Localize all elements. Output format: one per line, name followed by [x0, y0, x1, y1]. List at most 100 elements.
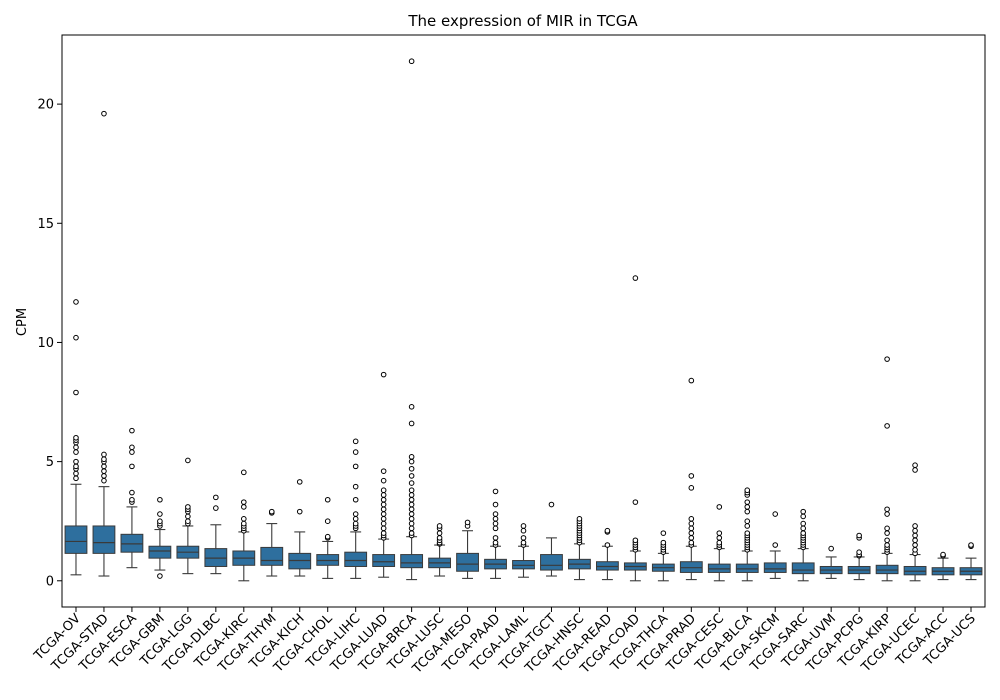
outlier-point	[241, 469, 247, 476]
outlier-point	[241, 499, 247, 505]
outlier-point	[157, 573, 163, 579]
outlier-point	[129, 489, 135, 496]
outlier-point	[324, 518, 331, 525]
outlier-point	[408, 473, 415, 479]
outlier-point	[688, 535, 695, 541]
outlier-point	[408, 492, 415, 498]
outlier-point	[464, 519, 471, 526]
outlier-point	[213, 494, 219, 501]
outlier-point	[408, 511, 415, 517]
outlier-point	[157, 496, 163, 503]
outlier-point	[492, 516, 499, 522]
outlier-point	[632, 275, 639, 281]
outlier-point	[912, 547, 918, 553]
outlier-point	[800, 525, 806, 532]
outlier-point	[129, 496, 135, 503]
outlier-point	[380, 525, 387, 532]
outlier-point	[324, 533, 331, 540]
outlier-point	[101, 463, 107, 470]
outlier-point	[380, 506, 387, 513]
outlier-point	[352, 449, 359, 455]
outlier-point	[101, 477, 107, 484]
outlier-point	[241, 504, 247, 510]
outlier-point	[185, 513, 191, 520]
outlier-point	[380, 520, 387, 527]
outlier-point	[241, 516, 247, 522]
outlier-point	[856, 532, 862, 539]
outlier-point	[912, 532, 918, 539]
outlier-point	[884, 542, 890, 548]
outlier-point	[828, 545, 834, 552]
y-tick-label: 10	[37, 336, 54, 351]
outlier-point	[157, 511, 163, 517]
outlier-point	[800, 508, 806, 515]
outlier-point	[716, 535, 723, 541]
outlier-point	[129, 449, 135, 455]
outlier-point	[408, 420, 415, 427]
outlier-point	[73, 449, 79, 455]
outlier-point	[492, 539, 499, 546]
outlier-point	[324, 496, 331, 503]
box-tcga-ov	[64, 525, 88, 554]
box-tcga-stad	[92, 525, 116, 554]
outlier-point	[688, 485, 695, 491]
outlier-point	[380, 468, 387, 474]
outlier-point	[884, 423, 890, 429]
outlier-point	[688, 377, 695, 384]
outlier-point	[380, 501, 387, 508]
outlier-point	[744, 530, 751, 536]
outlier-point	[912, 523, 918, 529]
box-tcga-skcm	[763, 562, 787, 573]
outlier-point	[632, 499, 639, 505]
outlier-point	[716, 504, 723, 510]
outlier-point	[492, 525, 499, 532]
outlier-point	[520, 527, 527, 534]
outlier-point	[436, 530, 443, 536]
outlier-point	[772, 511, 779, 517]
box-tcga-brca	[400, 554, 424, 569]
box-tcga-meso	[456, 552, 479, 572]
outlier-point	[688, 520, 695, 527]
outlier-point	[352, 511, 359, 517]
outlier-point	[408, 501, 415, 508]
box-tcga-luad	[372, 554, 396, 567]
outlier-point	[185, 518, 191, 525]
outlier-point	[268, 508, 275, 515]
outlier-point	[520, 523, 527, 529]
outlier-point	[660, 530, 667, 536]
outlier-point	[73, 434, 79, 441]
chart-title: The expression of MIR in TCGA	[407, 12, 638, 30]
outlier-point	[800, 513, 806, 520]
outlier-point	[436, 535, 443, 541]
outlier-point	[492, 535, 499, 541]
outlier-point	[912, 542, 918, 548]
outlier-point	[912, 462, 918, 468]
outlier-point	[408, 465, 415, 472]
outlier-point	[408, 58, 415, 65]
outlier-point	[408, 516, 415, 522]
outlier-point	[884, 356, 890, 362]
outlier-point	[492, 511, 499, 517]
outlier-point	[380, 516, 387, 522]
outlier-point	[408, 404, 415, 410]
outlier-point	[129, 427, 135, 434]
outlier-point	[912, 467, 918, 473]
box-tcga-thym	[260, 546, 284, 566]
outlier-point	[241, 520, 247, 527]
outlier-point	[884, 530, 890, 536]
outlier-point	[73, 389, 79, 396]
outlier-point	[352, 520, 359, 527]
outlier-point	[380, 487, 387, 494]
outlier-point	[940, 551, 946, 558]
outlier-point	[129, 463, 135, 470]
outlier-point	[380, 477, 387, 484]
outlier-point	[73, 463, 79, 470]
outlier-point	[101, 110, 107, 117]
outlier-point	[800, 530, 806, 536]
y-tick-label: 20	[37, 98, 54, 113]
outlier-point	[408, 506, 415, 513]
outlier-point	[688, 525, 695, 532]
outlier-point	[688, 516, 695, 522]
outlier-point	[604, 527, 611, 534]
outlier-point	[101, 468, 107, 474]
